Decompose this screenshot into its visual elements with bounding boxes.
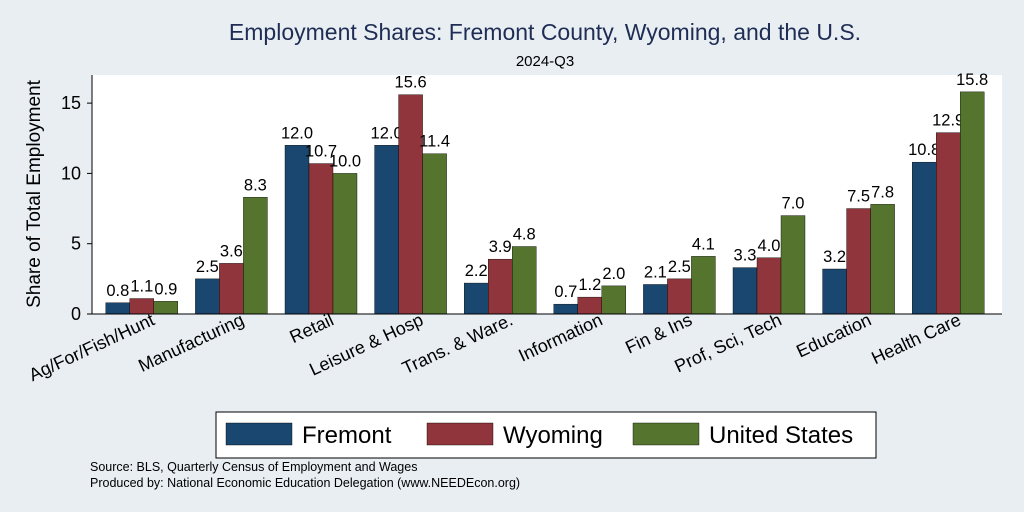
legend-box: [215, 411, 877, 459]
data-label: 3.3: [734, 247, 757, 265]
bar-fremont-7: [732, 267, 758, 315]
chart-subtitle: 2024-Q3: [516, 53, 574, 70]
bar-wyoming-3: [398, 94, 423, 315]
data-label: 2.5: [196, 258, 219, 276]
chart-title: Employment Shares: Fremont County, Wyomi…: [229, 19, 861, 45]
bars-group: 0.8 1.1 0.92.53.68.312.010.710.012.015.611…: [105, 71, 988, 315]
bar-wyoming-8: [846, 208, 871, 315]
bar-wyoming-1: [219, 263, 244, 315]
data-label: 2.2: [465, 262, 488, 280]
data-label: 8.3: [244, 176, 267, 194]
bar-wyoming-0: [129, 298, 155, 315]
data-label: 7.0: [782, 195, 805, 213]
y-tick-label: 5: [71, 234, 81, 254]
data-label: 15.8: [956, 71, 988, 89]
y-axis-label: Share of Total Employment: [24, 79, 45, 307]
category-label: Health Care: [868, 309, 964, 368]
bar-united-states-8: [870, 204, 895, 315]
legend-label: United States: [709, 422, 853, 449]
data-label: 2.5: [668, 258, 691, 276]
bar-wyoming-5: [577, 296, 602, 315]
bar-fremont-4: [464, 282, 489, 315]
bar-united-states-4: [512, 246, 537, 315]
bar-united-states-7: [780, 215, 806, 315]
data-label: 4.8: [513, 226, 536, 244]
y-tick-label: 0: [71, 304, 81, 324]
bar-fremont-0: [105, 302, 131, 315]
bar-united-states-3: [422, 153, 447, 315]
data-label: 0.7: [554, 283, 577, 301]
bar-wyoming-2: [308, 163, 334, 315]
data-label: 0.8: [106, 282, 129, 300]
data-label: 10.0: [329, 152, 361, 170]
bar-united-states-6: [691, 256, 716, 315]
bar-fremont-1: [195, 278, 220, 315]
data-label: 0.9: [154, 280, 177, 298]
legend-label: Wyoming: [503, 422, 603, 449]
data-label: 10.7: [305, 143, 337, 161]
legend-swatch-wyoming: [426, 422, 494, 446]
category-label: Fin & Ins: [622, 309, 695, 357]
data-label: 4.0: [758, 237, 781, 255]
category-label: Information: [515, 309, 605, 365]
y-ticks-group: 0 5 10 15: [61, 93, 92, 324]
bar-fremont-3: [374, 145, 399, 315]
bar-wyoming-9: [936, 132, 961, 315]
bar-fremont-8: [822, 268, 847, 315]
bar-fremont-9: [912, 161, 937, 315]
bar-fremont-2: [284, 145, 310, 315]
bar-wyoming-6: [667, 278, 692, 315]
produced-by-note: Produced by: National Economic Education…: [90, 476, 520, 490]
data-label: 2.1: [644, 263, 667, 281]
data-label: 7.5: [847, 188, 870, 206]
data-label: 3.2: [823, 248, 846, 266]
data-label: 12.0: [281, 124, 313, 142]
legend-swatch-fremont: [225, 422, 293, 446]
bar-fremont-5: [553, 303, 578, 315]
category-label: Retail: [287, 309, 337, 347]
bar-united-states-1: [243, 197, 268, 315]
bar-wyoming-7: [756, 257, 782, 315]
legend-label: Fremont: [302, 422, 392, 449]
data-label: 4.1: [692, 235, 715, 253]
data-label: 10.8: [908, 141, 940, 159]
bar-united-states-9: [960, 91, 985, 315]
data-label: 11.4: [419, 133, 450, 151]
source-note: Source: BLS, Quarterly Census of Employm…: [90, 460, 417, 474]
data-label: 2.0: [602, 265, 625, 283]
y-tick-label: 10: [61, 163, 81, 183]
bar-fremont-6: [643, 284, 668, 315]
data-label: 1.1: [130, 278, 153, 296]
data-label: 12.9: [932, 112, 964, 130]
bar-united-states-0: [153, 301, 179, 315]
data-label: 7.8: [871, 183, 894, 201]
data-label: 1.2: [578, 276, 601, 294]
data-label: 15.6: [395, 74, 427, 92]
bar-wyoming-4: [488, 258, 513, 315]
data-label: 3.9: [489, 238, 512, 256]
data-label: 12.0: [371, 124, 403, 142]
y-tick-label: 15: [61, 93, 81, 113]
bar-united-states-2: [332, 173, 358, 315]
category-label: Ag/For/Fish/Hunt: [26, 309, 158, 385]
data-label: 3.6: [220, 242, 243, 260]
category-label: Education: [793, 309, 874, 361]
bar-united-states-5: [601, 285, 626, 315]
legend: Fremont Wyoming United States: [215, 411, 877, 459]
legend-swatch-united-states: [632, 422, 700, 446]
